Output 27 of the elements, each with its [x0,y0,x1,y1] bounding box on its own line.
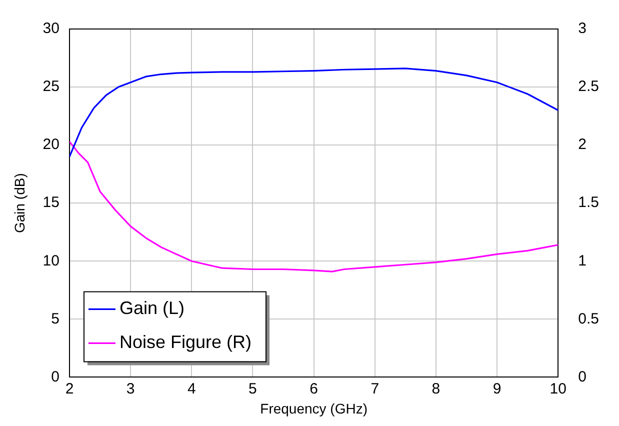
y-tick-label: 20 [42,136,60,154]
y2-tick-label: 2.5 [578,78,600,96]
legend-label: Gain (L) [119,298,185,318]
y2-tick-label: 0 [578,368,586,386]
x-axis-title: Frequency (GHz) [260,400,368,416]
x-tick-label: 5 [248,380,257,398]
x-tick-label: 8 [432,380,440,398]
x-tick-label: 3 [126,380,135,398]
legend-label: Noise Figure (R) [119,332,252,352]
y-tick-label: 15 [42,194,60,212]
y2-tick-label: 2 [578,136,586,154]
y2-tick-label: 3 [578,20,586,38]
y-tick-label: 25 [42,78,60,96]
x-tick-label: 4 [187,380,196,398]
y2-tick-label: 1.5 [578,194,600,212]
y-tick-label: 0 [51,368,60,386]
y2-tick-label: 0.5 [578,310,600,328]
y-tick-label: 10 [42,252,60,270]
y-tick-label: 30 [42,20,60,38]
x-tick-label: 10 [550,380,566,398]
x-tick-label: 7 [370,380,380,398]
x-tick-label: 9 [492,380,502,398]
x-tick-label: 2 [65,380,74,398]
x-tick-label: 6 [310,380,318,398]
y2-tick-label: 1 [578,252,586,270]
y-tick-label: 5 [51,310,60,328]
y-axis-title: Gain (dB) [11,173,28,234]
